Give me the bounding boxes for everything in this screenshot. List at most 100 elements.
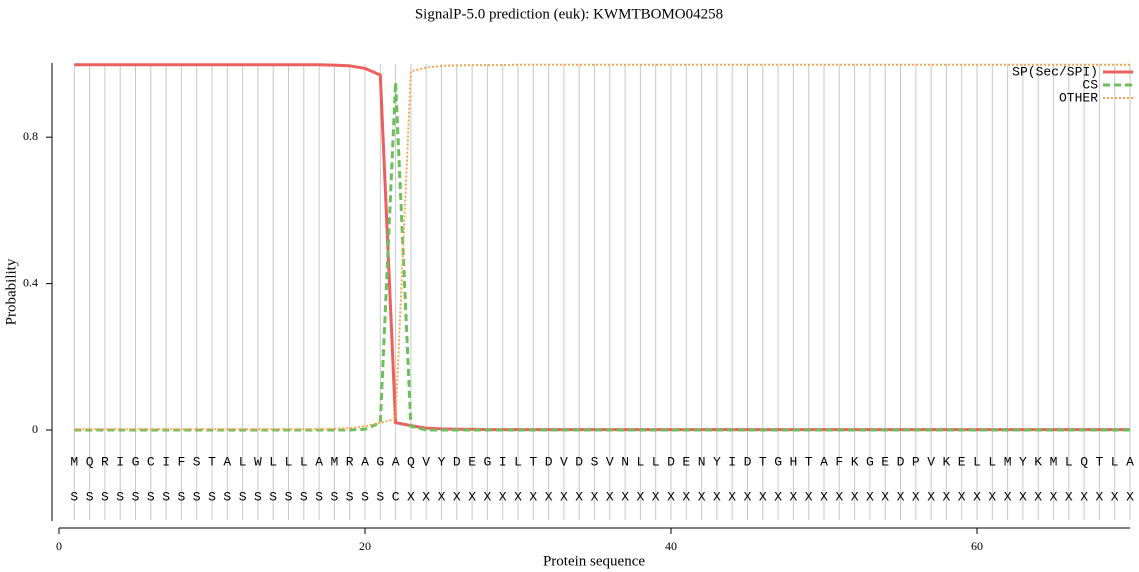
residue-label: S: [70, 489, 78, 504]
residue-label: X: [789, 489, 797, 504]
residue-label: S: [116, 489, 124, 504]
residue-label: S: [330, 489, 338, 504]
residue: L: [1065, 454, 1073, 469]
residue-label: S: [361, 489, 369, 504]
residue-label: X: [453, 489, 461, 504]
residue-label: X: [912, 489, 920, 504]
residue: I: [499, 454, 507, 469]
residue: M: [70, 454, 78, 469]
residue-label: X: [560, 489, 568, 504]
residue: A: [361, 454, 369, 469]
residue: M: [330, 454, 338, 469]
residue-label: S: [376, 489, 384, 504]
residue: A: [392, 454, 400, 469]
residue: L: [269, 454, 277, 469]
residue: L: [636, 454, 644, 469]
residue: A: [223, 454, 231, 469]
residue: L: [988, 454, 996, 469]
residue: D: [897, 454, 905, 469]
residue: E: [468, 454, 476, 469]
residue: V: [606, 454, 614, 469]
residue-label: S: [346, 489, 354, 504]
residue-label: S: [162, 489, 170, 504]
residue-label: S: [132, 489, 140, 504]
residue: R: [346, 454, 354, 469]
residue-label: S: [239, 489, 247, 504]
residue-label: X: [774, 489, 782, 504]
residue-label: X: [851, 489, 859, 504]
residue-label: X: [958, 489, 966, 504]
residue: K: [942, 454, 950, 469]
residue-label: X: [529, 489, 537, 504]
residue: I: [728, 454, 736, 469]
residue-label: S: [147, 489, 155, 504]
residue: W: [254, 454, 262, 469]
residue-label: X: [575, 489, 583, 504]
residue: L: [285, 454, 293, 469]
residue: I: [162, 454, 170, 469]
residue: C: [147, 454, 155, 469]
residue: L: [514, 454, 522, 469]
residue: Y: [438, 454, 446, 469]
residue-label: X: [636, 489, 644, 504]
residue-label: X: [713, 489, 721, 504]
residue-label: X: [835, 489, 843, 504]
residue: D: [453, 454, 461, 469]
residue: D: [545, 454, 553, 469]
residue-label: X: [881, 489, 889, 504]
x-tick-label: 0: [56, 539, 62, 553]
residue-label: X: [468, 489, 476, 504]
residue: T: [805, 454, 813, 469]
residue-label: X: [1019, 489, 1027, 504]
residue-label: X: [483, 489, 491, 504]
residue-label: X: [973, 489, 981, 504]
residue: F: [177, 454, 185, 469]
residue: D: [667, 454, 675, 469]
residue: T: [208, 454, 216, 469]
residue-label: X: [1050, 489, 1058, 504]
residue-label: X: [1126, 489, 1134, 504]
residue-label: X: [698, 489, 706, 504]
residue-label: S: [223, 489, 231, 504]
residue-label: X: [407, 489, 415, 504]
residue-label: S: [177, 489, 185, 504]
residue-label: X: [897, 489, 905, 504]
residue: F: [835, 454, 843, 469]
x-tick-label: 40: [665, 539, 677, 553]
residue: G: [866, 454, 874, 469]
residue-label: S: [86, 489, 94, 504]
residue-label: X: [1095, 489, 1103, 504]
chart-title: SignalP-5.0 prediction (euk): KWMTBOMO04…: [415, 6, 723, 22]
residue: N: [698, 454, 706, 469]
residue-label: S: [269, 489, 277, 504]
series-line: [74, 63, 1130, 432]
residue: N: [621, 454, 629, 469]
residue: A: [820, 454, 828, 469]
y-tick-label: 0.8: [23, 129, 38, 143]
residue-label: X: [499, 489, 507, 504]
residue: G: [132, 454, 140, 469]
residue-label: S: [300, 489, 308, 504]
residue-label: X: [545, 489, 553, 504]
residue: Q: [86, 454, 94, 469]
residue-label: X: [1111, 489, 1119, 504]
residue-label: X: [728, 489, 736, 504]
residue: L: [973, 454, 981, 469]
residue: H: [789, 454, 797, 469]
y-axis-label: Probability: [3, 258, 19, 325]
residue-label: X: [942, 489, 950, 504]
residue-label: S: [193, 489, 201, 504]
residue-label: S: [208, 489, 216, 504]
series-line: [74, 63, 1130, 431]
residue: L: [239, 454, 247, 469]
residue: L: [1111, 454, 1119, 469]
residue: D: [744, 454, 752, 469]
residue: M: [1050, 454, 1058, 469]
residue-label: S: [285, 489, 293, 504]
y-tick-label: 0.4: [23, 275, 38, 289]
residue: Q: [407, 454, 415, 469]
residue-label: X: [744, 489, 752, 504]
residue: E: [881, 454, 889, 469]
x-tick-label: 20: [359, 539, 371, 553]
